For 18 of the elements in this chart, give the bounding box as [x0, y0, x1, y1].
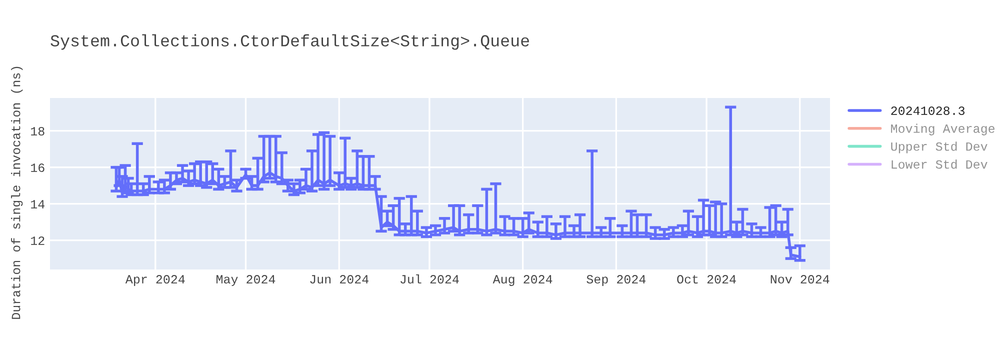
y-tick-label: 12: [31, 236, 44, 245]
x-tick-label: Aug 2024: [492, 275, 552, 286]
x-tick-label: Sep 2024: [586, 275, 646, 286]
x-tick-label: Oct 2024: [677, 275, 736, 284]
legend-label: 20241028.3: [891, 106, 965, 115]
legend-label: Moving Average: [891, 124, 994, 136]
x-tick-label: Nov 2024: [770, 275, 830, 284]
x-tick-label: May 2024: [216, 275, 276, 286]
y-tick-label: 16: [31, 164, 44, 172]
x-tick-label: Jun 2024: [310, 275, 368, 284]
y-axis-title: Duration of single invocation (ns): [11, 66, 23, 319]
y-tick-label: 14: [31, 200, 45, 208]
x-tick-label: Apr 2024: [125, 275, 185, 286]
x-tick-label: Jul 2024: [400, 274, 459, 284]
chart-title: System.Collections.CtorDefaultSize<String>.Queue: [50, 34, 529, 50]
y-tick-label: 18: [31, 127, 44, 136]
legend-label: Upper Std Dev: [891, 142, 988, 154]
legend-label: Lower Std Dev: [892, 160, 988, 169]
